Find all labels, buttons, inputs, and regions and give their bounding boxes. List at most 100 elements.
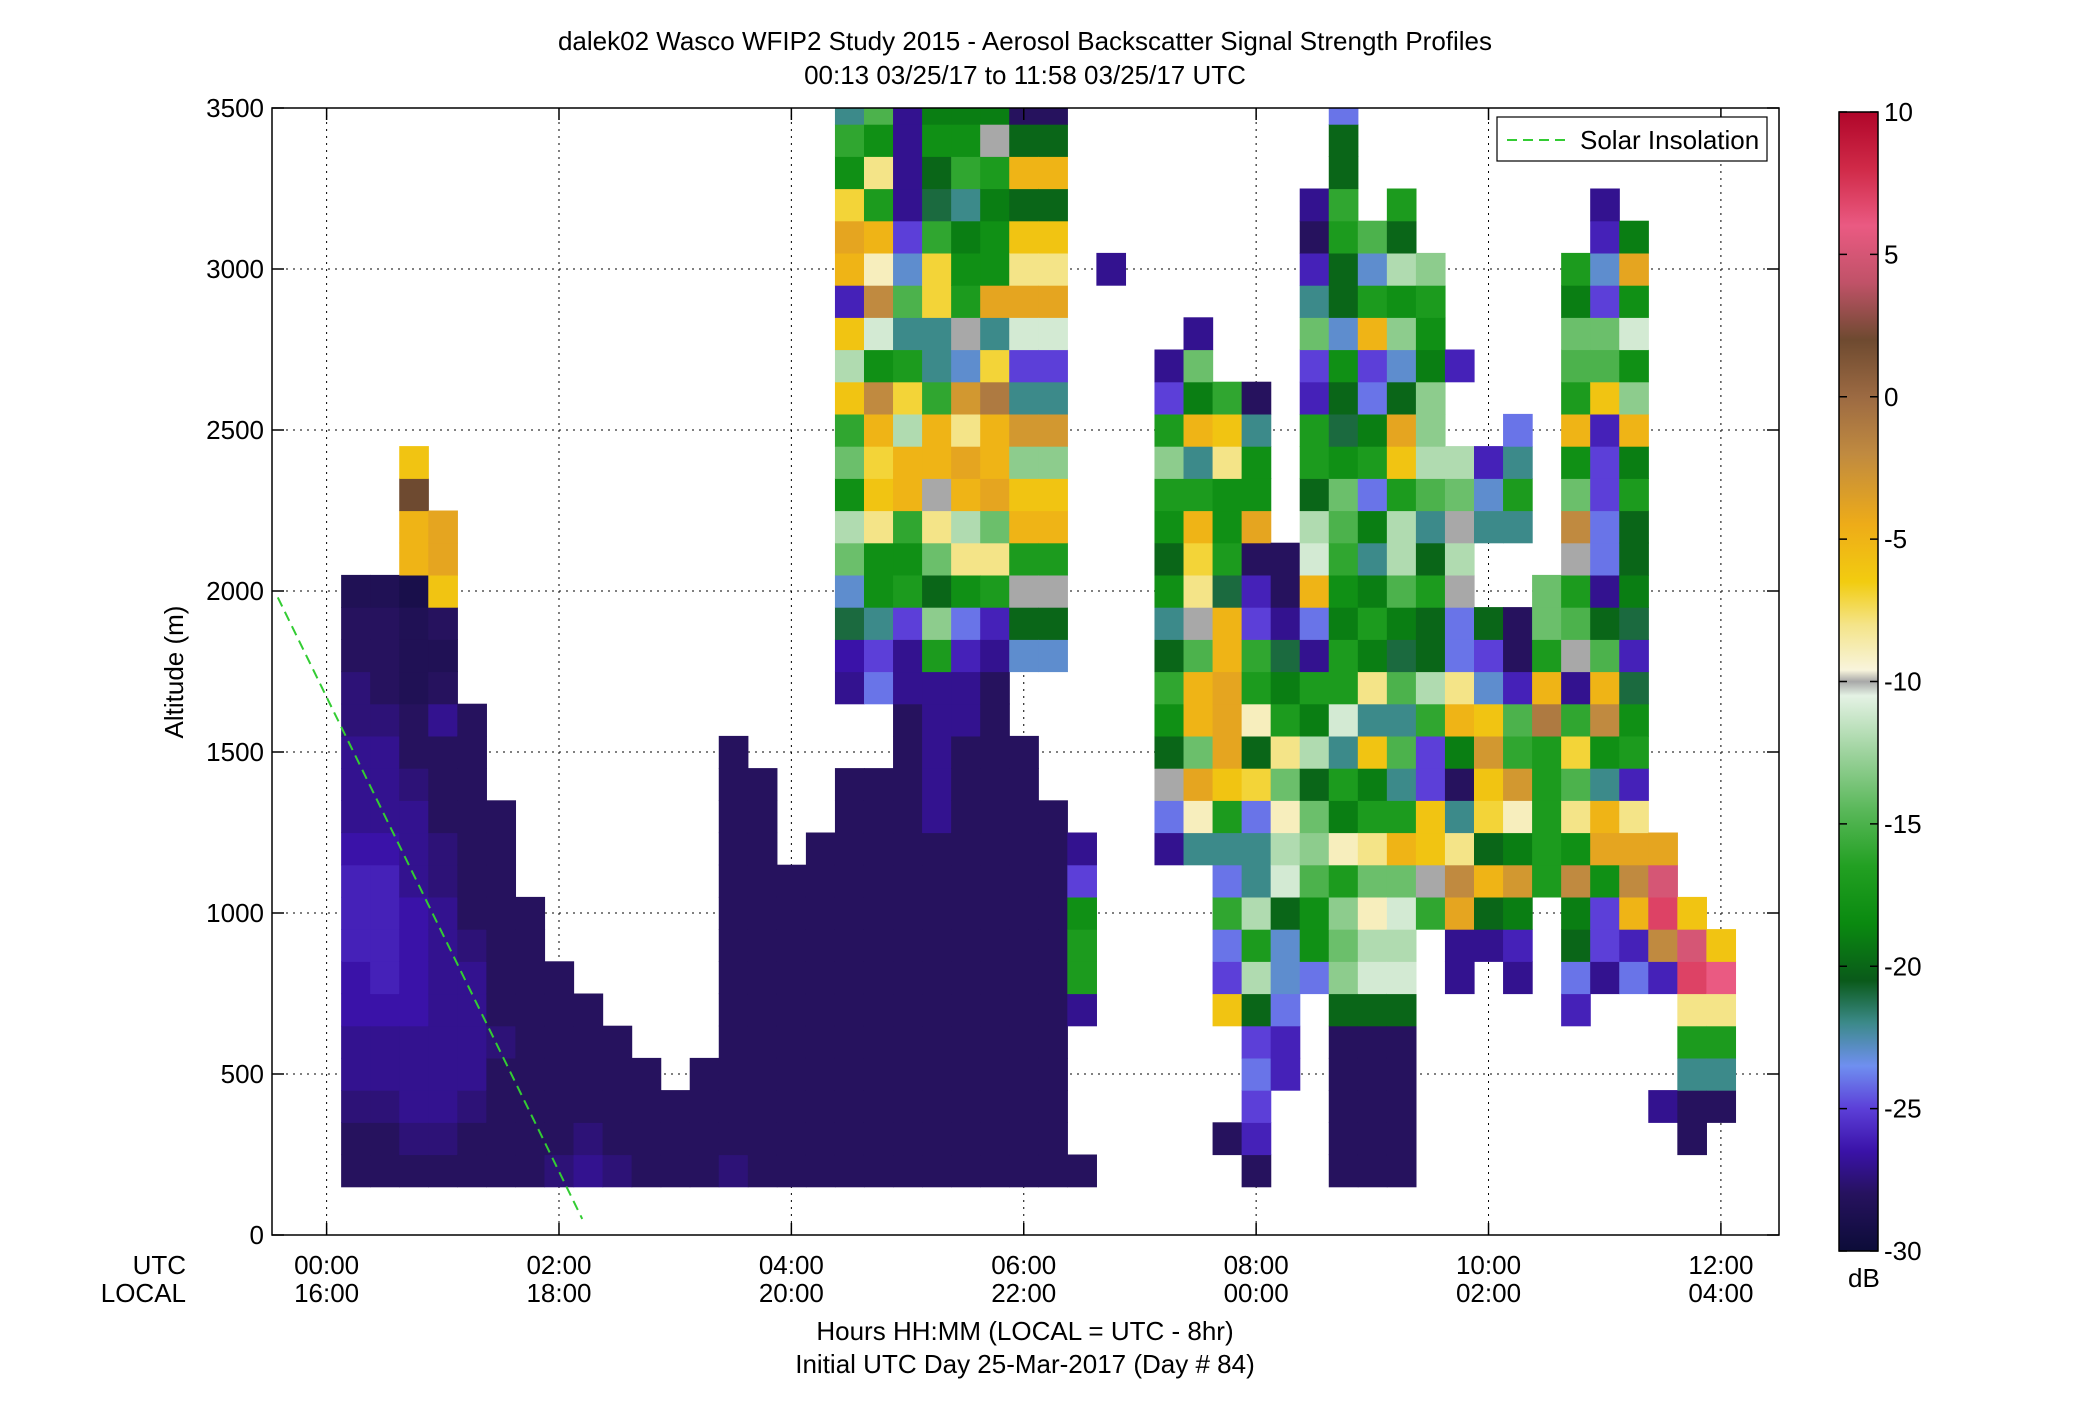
heatmap-cell [399, 478, 429, 512]
heatmap-cell [922, 1057, 952, 1091]
y-tick-label: 3000 [206, 254, 264, 284]
colorbar-tick-label: -30 [1884, 1236, 1922, 1266]
heatmap-cell [1212, 639, 1243, 673]
heatmap-cell [1386, 864, 1417, 898]
heatmap-cell [1444, 446, 1475, 479]
heatmap-cell [1299, 896, 1330, 930]
heatmap-cell [1561, 413, 1591, 447]
colorbar-tick-label: 10 [1884, 97, 1913, 127]
heatmap-cell [1038, 832, 1068, 866]
heatmap-cell [1561, 639, 1591, 673]
heatmap-cell [1357, 1025, 1388, 1059]
heatmap-cell [1067, 864, 1097, 898]
heatmap-cell [573, 1025, 604, 1059]
heatmap-cell [1299, 317, 1330, 351]
heatmap-cell [1241, 800, 1272, 834]
heatmap-cell [1648, 832, 1678, 866]
heatmap-cell [1270, 768, 1301, 801]
heatmap-cell [863, 381, 894, 415]
heatmap-cell [399, 961, 429, 995]
heatmap-cell [1328, 510, 1359, 544]
heatmap-cell [399, 735, 429, 769]
heatmap-cell [428, 1154, 458, 1188]
heatmap-cell [399, 542, 429, 576]
heatmap-cell [1561, 961, 1591, 995]
heatmap-cell [1328, 735, 1359, 769]
heatmap-cell [1561, 574, 1591, 608]
heatmap-cell [1590, 961, 1620, 995]
heatmap-cell [428, 1057, 458, 1091]
heatmap-cell [1154, 510, 1185, 544]
heatmap-cell [834, 864, 865, 898]
heatmap-cell [1357, 993, 1388, 1027]
heatmap-cell [951, 188, 981, 222]
heatmap-cell [1503, 510, 1533, 544]
heatmap-cell [1561, 607, 1591, 640]
heatmap-cell [1415, 735, 1446, 769]
heatmap-cell [341, 703, 371, 737]
heatmap-cell [631, 1122, 662, 1156]
heatmap-cell [863, 671, 894, 705]
heatmap-cell [776, 1154, 807, 1188]
heatmap-cell [951, 832, 981, 866]
heatmap-cell [1241, 929, 1272, 962]
heatmap-cell [1677, 993, 1707, 1027]
heatmap-cell [1444, 510, 1475, 544]
heatmap-cell [922, 1154, 952, 1188]
heatmap-cell [1590, 768, 1620, 801]
heatmap-cell [1357, 864, 1388, 898]
heatmap-cell [747, 1090, 778, 1123]
heatmap-cell [980, 607, 1010, 640]
heatmap-cell [1154, 446, 1185, 479]
heatmap-cell [1590, 252, 1620, 286]
heatmap-cell [1503, 703, 1533, 737]
heatmap-cell [1357, 542, 1388, 576]
heatmap-cell [341, 896, 371, 930]
heatmap-cell [1619, 735, 1649, 769]
heatmap-cell [1096, 252, 1127, 286]
heatmap-cell [370, 993, 400, 1027]
heatmap-cell [631, 1090, 662, 1123]
heatmap-cell [1590, 607, 1620, 640]
heatmap-cell [1706, 1025, 1737, 1059]
heatmap-cell [1009, 735, 1039, 769]
heatmap-cell [1590, 413, 1620, 447]
heatmap-cell [1009, 607, 1039, 640]
heatmap-cell [834, 607, 865, 640]
heatmap-cell [1386, 703, 1417, 737]
heatmap-cell [980, 896, 1010, 930]
heatmap-cell [951, 574, 981, 608]
heatmap-cell [1386, 639, 1417, 673]
heatmap-cell [1357, 671, 1388, 705]
heatmap-cell [1038, 478, 1068, 512]
colorbar-tick-label: 5 [1884, 239, 1898, 269]
heatmap-cell [893, 574, 923, 608]
heatmap-cell [1067, 896, 1097, 930]
heatmap-cell [834, 381, 865, 415]
heatmap-cell [1590, 574, 1620, 608]
heatmap-cell [922, 768, 952, 801]
y-tick-label: 2000 [206, 576, 264, 606]
heatmap-cell [1299, 478, 1330, 512]
heatmap-cell [1386, 929, 1417, 962]
heatmap-cell [776, 1090, 807, 1123]
heatmap-cell [1212, 413, 1243, 447]
heatmap-cell [1038, 1025, 1068, 1059]
heatmap-cell [370, 735, 400, 769]
heatmap-cell [834, 574, 865, 608]
heatmap-cell [1474, 671, 1504, 705]
chart-subtitle: 00:13 03/25/17 to 11:58 03/25/17 UTC [804, 60, 1246, 90]
heatmap-cell [1415, 800, 1446, 834]
heatmap-cell [1038, 1057, 1068, 1091]
heatmap-cell [1357, 607, 1388, 640]
heatmap-cell [1444, 574, 1475, 608]
heatmap-cell [834, 671, 865, 705]
heatmap-cell [718, 864, 749, 898]
heatmap-cell [1415, 768, 1446, 801]
x-tick-label-utc: 04:00 [759, 1250, 824, 1280]
heatmap-cell [1415, 896, 1446, 930]
heatmap-cell [951, 413, 981, 447]
heatmap-cell [1183, 671, 1214, 705]
heatmap-cells [341, 108, 1737, 1188]
y-tick-label: 3500 [206, 93, 264, 123]
